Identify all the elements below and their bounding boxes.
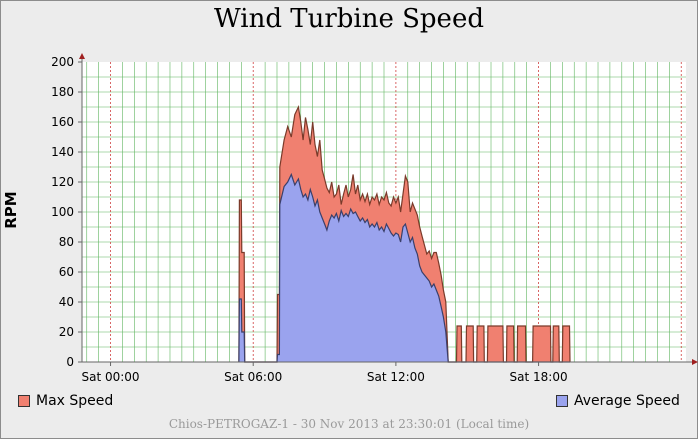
y-axis-arrow [79,53,85,59]
legend-label-max: Max Speed [36,393,114,409]
tick-labels: 0 20 40 60 80 100 120 140 160 180 200 Sat 00:00 Sat … [51,55,568,384]
x-axis-arrow [692,359,698,365]
data-areas [238,105,571,363]
y-tick-label: 40 [59,295,74,309]
y-tick-label: 80 [59,235,74,249]
chart-footer: Chios-PETROGAZ-1 - 30 Nov 2013 at 23:30:… [168,417,530,431]
axes [79,53,698,365]
x-tick-label: Sat 18:00 [510,370,568,384]
y-tick-label: 0 [66,355,74,369]
series-line-0 [238,105,571,363]
legend-swatch-avg [556,395,568,407]
y-tick-label: 100 [51,205,74,219]
x-tick-label: Sat 12:00 [367,370,425,384]
y-tick-label: 20 [59,325,74,339]
y-tick-label: 120 [51,175,74,189]
legend-label-avg: Average Speed [574,393,680,409]
y-tick-label: 60 [59,265,74,279]
y-tick-label: 200 [51,55,74,69]
y-tick-label: 180 [51,85,74,99]
series-line-1 [238,172,570,363]
series-area-1 [238,174,570,362]
y-tick-label: 160 [51,115,74,129]
x-tick-label: Sat 06:00 [224,370,282,384]
legend-item-max-speed: Max Speed [18,392,113,410]
legend-swatch-max [18,395,30,407]
x-tick-label: Sat 00:00 [81,370,139,384]
chart-title: Wind Turbine Speed [214,4,484,34]
y-tick-label: 140 [51,145,74,159]
legend-item-average-speed: Average Speed [556,392,680,410]
